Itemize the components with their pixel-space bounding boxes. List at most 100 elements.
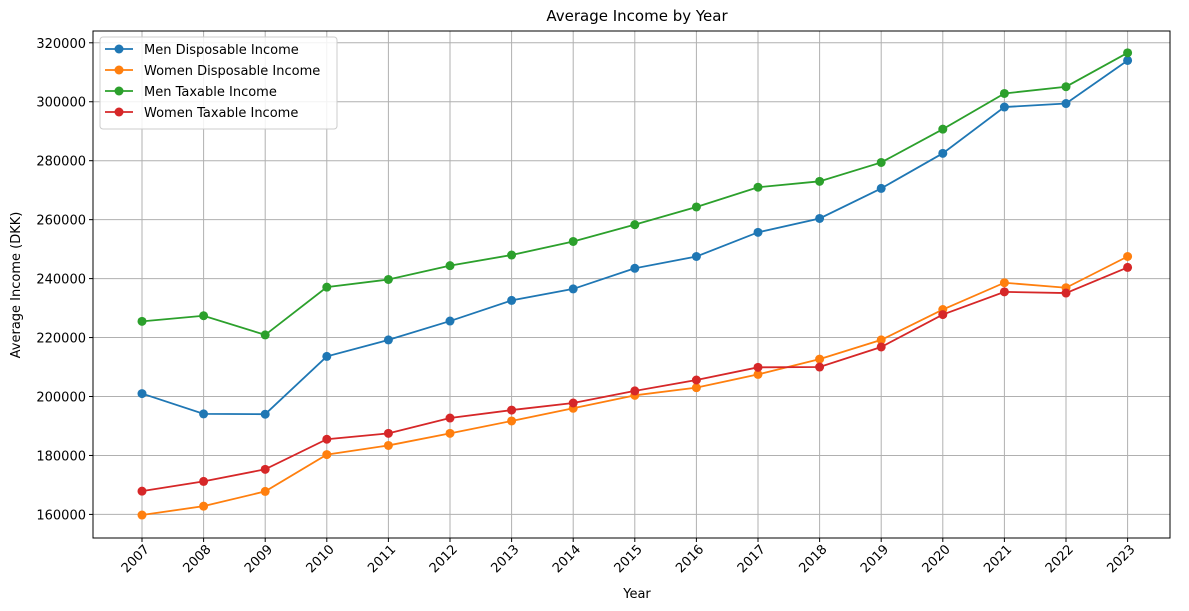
data-point: [938, 148, 948, 158]
data-point: [137, 389, 147, 399]
x-tick-label: 2020: [920, 542, 954, 576]
data-point: [322, 434, 332, 444]
legend-marker: [114, 44, 124, 54]
data-point: [322, 351, 332, 361]
data-point: [876, 157, 886, 167]
series-group: [137, 48, 1133, 520]
x-axis-label: Year: [622, 587, 651, 602]
x-tick-label: 2008: [180, 542, 214, 576]
data-point: [137, 316, 147, 326]
series: [137, 48, 1133, 340]
data-point: [1061, 99, 1071, 109]
data-point: [445, 316, 455, 326]
data-point: [691, 251, 701, 261]
data-point: [507, 416, 517, 426]
data-point: [199, 501, 209, 511]
data-point: [753, 369, 763, 379]
x-tick-label: 2013: [488, 542, 522, 576]
data-point: [876, 183, 886, 193]
data-point: [876, 342, 886, 352]
y-tick-label: 280000: [36, 155, 86, 170]
data-point: [815, 213, 825, 223]
data-point: [507, 250, 517, 260]
y-tick-label: 220000: [36, 332, 86, 347]
data-point: [383, 274, 393, 284]
data-point: [1123, 262, 1133, 272]
data-point: [691, 383, 701, 393]
data-point: [938, 124, 948, 134]
x-tick-label: 2019: [858, 542, 892, 576]
plot-frame: [92, 30, 1171, 539]
legend-box: [99, 36, 338, 130]
y-tick-label: 160000: [36, 508, 86, 523]
x-tick-label: 2017: [735, 542, 769, 576]
data-point: [1061, 82, 1071, 92]
data-point: [507, 405, 517, 415]
grid: [93, 31, 1170, 538]
data-point: [691, 202, 701, 212]
data-point: [445, 413, 455, 423]
data-point: [815, 354, 825, 364]
x-tick-label: 2023: [1104, 542, 1138, 576]
data-point: [322, 282, 332, 292]
data-point: [630, 220, 640, 230]
y-tick-label: 320000: [36, 37, 86, 52]
data-point: [753, 362, 763, 372]
data-point: [137, 486, 147, 496]
legend-item: Women Disposable Income: [105, 64, 320, 79]
y-tick-label: 240000: [36, 273, 86, 288]
legend-marker: [114, 107, 124, 117]
data-point: [876, 335, 886, 345]
legend-item: Women Taxable Income: [105, 106, 298, 121]
x-tick-label: 2018: [796, 542, 830, 576]
data-point: [630, 386, 640, 396]
data-point: [999, 102, 1009, 112]
legend-marker: [114, 65, 124, 75]
data-point: [999, 278, 1009, 288]
data-point: [753, 182, 763, 192]
legend-item: Men Taxable Income: [105, 85, 277, 100]
x-tick-label: 2015: [612, 542, 646, 576]
y-tick-label: 180000: [36, 449, 86, 464]
x-tick-label: 2022: [1043, 542, 1077, 576]
data-point: [1123, 251, 1133, 261]
legend-label: Men Taxable Income: [144, 85, 277, 100]
y-tick-label: 300000: [36, 96, 86, 111]
x-tick-label: 2021: [981, 542, 1015, 576]
y-tick-label: 200000: [36, 391, 86, 406]
legend-label: Women Taxable Income: [144, 106, 298, 121]
data-point: [199, 409, 209, 419]
data-point: [260, 486, 270, 496]
data-point: [260, 464, 270, 474]
y-tick-label: 260000: [36, 214, 86, 229]
data-point: [445, 428, 455, 438]
series: [137, 55, 1133, 419]
data-point: [753, 227, 763, 237]
data-point: [568, 284, 578, 294]
data-point: [691, 375, 701, 385]
data-point: [199, 311, 209, 321]
legend-item: Men Disposable Income: [105, 43, 299, 58]
x-tick-label: 2010: [304, 542, 338, 576]
x-tick-label: 2014: [550, 542, 584, 576]
data-point: [507, 295, 517, 305]
data-point: [815, 362, 825, 372]
series: [137, 262, 1133, 496]
data-point: [999, 88, 1009, 98]
data-point: [1123, 48, 1133, 58]
data-point: [137, 510, 147, 520]
x-tick-label: 2012: [427, 542, 461, 576]
x-tick-label: 2009: [242, 542, 276, 576]
data-point: [938, 310, 948, 320]
x-tick-label: 2016: [673, 542, 707, 576]
legend-marker: [114, 86, 124, 96]
data-point: [815, 176, 825, 186]
data-point: [568, 398, 578, 408]
data-point: [445, 261, 455, 271]
data-point: [260, 330, 270, 340]
data-point: [630, 263, 640, 273]
data-point: [999, 287, 1009, 297]
legend-label: Women Disposable Income: [144, 64, 320, 79]
